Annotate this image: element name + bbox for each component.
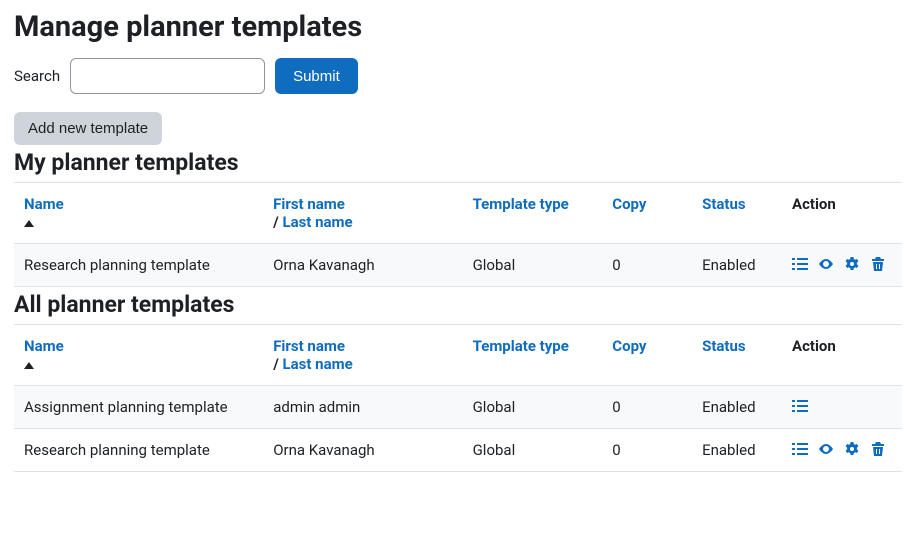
col-action: Action [792,195,836,213]
eye-icon[interactable] [818,256,834,272]
eye-icon[interactable] [818,441,834,457]
col-copy[interactable]: Copy [612,337,646,355]
template-name-cell: Research planning template [14,244,263,287]
type-cell: Global [463,386,603,429]
table-row: Research planning templateOrna KavanaghG… [14,244,902,287]
table-header-row: Name First name / Last name Template typ… [14,325,902,386]
page-title: Manage planner templates [14,10,902,44]
search-input[interactable] [70,58,265,94]
list-icon[interactable] [792,256,808,272]
owner-cell: Orna Kavanagh [263,429,462,472]
copy-cell: 0 [602,386,692,429]
col-action: Action [792,337,836,355]
template-name-cell: Assignment planning template [14,386,263,429]
table-header-row: Name First name / Last name Template typ… [14,183,902,244]
my-templates-table: Name First name / Last name Template typ… [14,182,902,287]
col-template-type[interactable]: Template type [473,195,569,213]
gear-icon[interactable] [844,256,860,272]
col-firstname-sort[interactable]: First name [273,337,345,355]
table-row: Research planning templateOrna KavanaghG… [14,429,902,472]
action-cell [782,244,902,287]
status-cell: Enabled [692,244,782,287]
col-template-type[interactable]: Template type [473,337,569,355]
list-icon[interactable] [792,398,808,414]
search-label: Search [14,67,60,85]
status-cell: Enabled [692,429,782,472]
col-lastname-sort[interactable]: Last name [283,355,353,373]
action-cell [782,429,902,472]
sort-asc-icon [24,220,34,227]
col-status[interactable]: Status [702,337,746,355]
col-name-sort[interactable]: Name [24,337,64,355]
trash-icon[interactable] [870,256,886,272]
template-name-cell: Research planning template [14,429,263,472]
col-copy[interactable]: Copy [612,195,646,213]
slash-separator: / [273,213,279,231]
owner-cell: Orna Kavanagh [263,244,462,287]
owner-cell: admin admin [263,386,462,429]
sort-asc-icon [24,362,34,369]
slash-separator: / [273,355,279,373]
submit-button[interactable]: Submit [275,58,358,94]
status-cell: Enabled [692,386,782,429]
all-templates-heading: All planner templates [14,291,902,318]
my-templates-heading: My planner templates [14,149,902,176]
all-templates-table: Name First name / Last name Template typ… [14,324,902,472]
copy-cell: 0 [602,429,692,472]
gear-icon[interactable] [844,441,860,457]
action-cell [782,386,902,429]
col-status[interactable]: Status [702,195,746,213]
add-template-button[interactable]: Add new template [14,112,162,145]
col-name-sort[interactable]: Name [24,195,64,213]
trash-icon[interactable] [870,441,886,457]
col-firstname-sort[interactable]: First name [273,195,345,213]
table-row: Assignment planning templateadmin adminG… [14,386,902,429]
copy-cell: 0 [602,244,692,287]
search-form: Search Submit [14,58,902,94]
type-cell: Global [463,429,603,472]
list-icon[interactable] [792,441,808,457]
col-lastname-sort[interactable]: Last name [282,213,352,231]
type-cell: Global [463,244,603,287]
